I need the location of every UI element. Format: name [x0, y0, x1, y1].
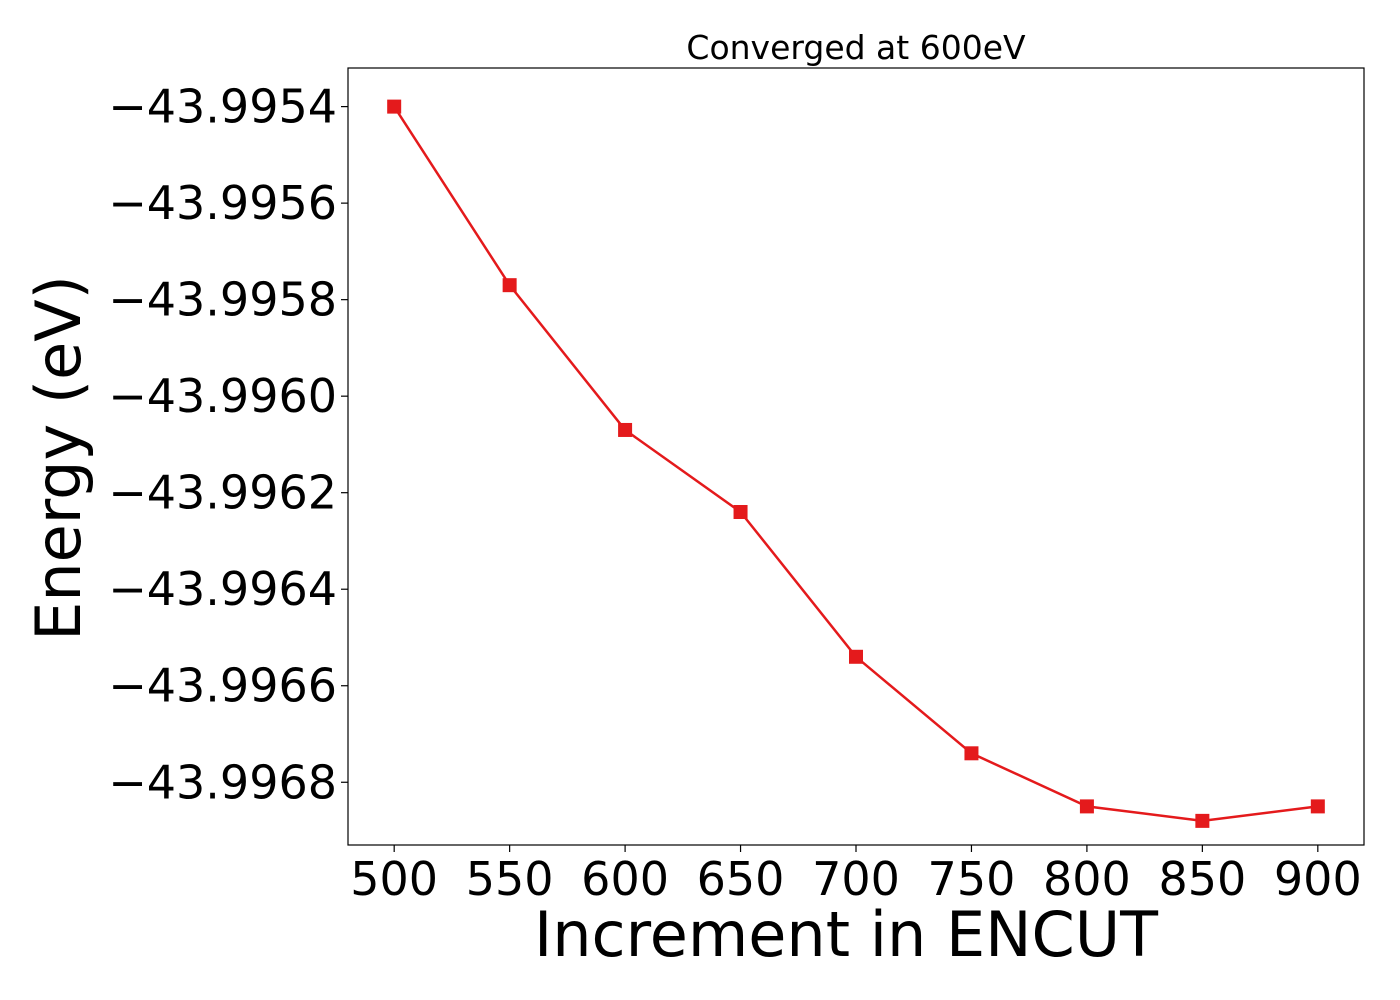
- chart-title: Converged at 600eV: [686, 28, 1026, 67]
- y-tick-label: −43.9966: [108, 659, 337, 713]
- data-point: [849, 649, 863, 664]
- data-point: [1079, 799, 1094, 814]
- x-tick-label: 650: [697, 852, 785, 906]
- y-tick-label: −43.9968: [108, 755, 337, 809]
- x-axis-ticks: 500 550 600 650 700 750 800 850 900: [350, 845, 1362, 906]
- x-tick-label: 550: [466, 852, 554, 906]
- x-tick-label: 800: [1043, 852, 1131, 906]
- y-axis-ticks: −43.9954 −43.9956 −43.9958 −43.9960 −43.9962…: [108, 80, 348, 809]
- x-tick-label: 850: [1158, 852, 1246, 906]
- y-tick-label: −43.9958: [108, 273, 337, 327]
- y-tick-label: −43.9954: [108, 80, 337, 134]
- y-tick-label: −43.9962: [108, 466, 337, 520]
- x-tick-label: 750: [928, 852, 1016, 906]
- y-tick-label: −43.9964: [108, 562, 337, 616]
- x-tick-label: 500: [350, 852, 438, 906]
- data-point: [618, 422, 633, 437]
- data-point: [964, 746, 979, 761]
- y-tick-label: −43.9956: [108, 176, 337, 230]
- data-point: [1195, 813, 1210, 828]
- x-tick-label: 900: [1274, 852, 1362, 906]
- data-point: [733, 505, 748, 519]
- x-axis-title: Increment in ENCUT: [534, 898, 1159, 971]
- series-layer: [387, 99, 1325, 828]
- data-point: [502, 278, 517, 293]
- x-tick-label: 600: [581, 852, 669, 906]
- y-axis-title: Energy (eV): [22, 275, 95, 641]
- data-point: [1310, 799, 1325, 814]
- x-tick-label: 700: [812, 852, 900, 906]
- data-point: [387, 99, 402, 114]
- plot-area: [347, 67, 1365, 846]
- y-tick-label: −43.9960: [108, 369, 337, 423]
